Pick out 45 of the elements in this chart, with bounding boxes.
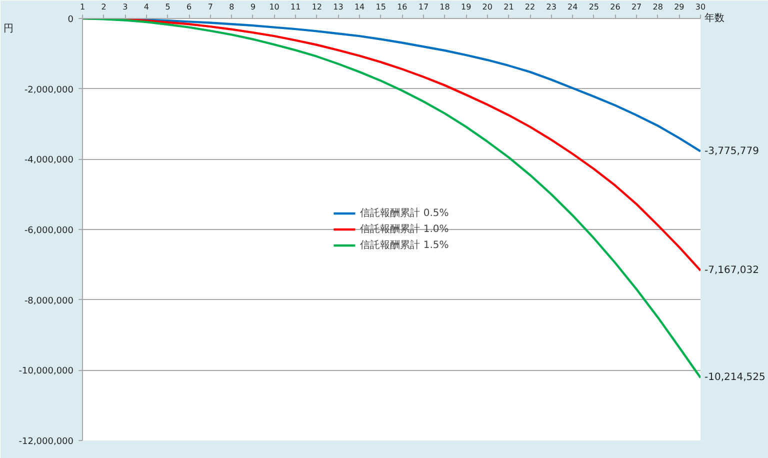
x-tick-label: 27 bbox=[631, 2, 642, 12]
x-tick-label: 16 bbox=[397, 2, 408, 12]
y-axis-title: 円 bbox=[4, 24, 14, 35]
y-tick-label: -10,000,000 bbox=[18, 366, 74, 377]
x-tick-label: 23 bbox=[546, 2, 556, 12]
x-tick-label: 19 bbox=[460, 2, 472, 12]
x-tick-label: 5 bbox=[165, 2, 170, 12]
x-tick-label: 11 bbox=[290, 2, 301, 12]
x-tick-label: 26 bbox=[610, 2, 620, 12]
legend-label: 信託報酬累計 1.0% bbox=[360, 222, 449, 236]
data-label: -10,214,525 bbox=[704, 372, 766, 384]
x-tick-label: 14 bbox=[354, 2, 365, 12]
x-tick-label: 12 bbox=[312, 2, 322, 12]
x-tick-label: 7 bbox=[208, 2, 213, 12]
x-tick-label: 17 bbox=[418, 2, 429, 12]
y-tick-label: -2,000,000 bbox=[24, 85, 74, 96]
data-label: -3,775,779 bbox=[704, 146, 760, 157]
x-tick-label: 18 bbox=[440, 2, 450, 12]
legend-label: 信託報酬累計 0.5% bbox=[360, 206, 449, 220]
data-label: -7,167,032 bbox=[704, 265, 760, 276]
x-tick-label: 29 bbox=[674, 2, 684, 12]
x-tick-label: 4 bbox=[144, 2, 149, 12]
x-tick-label: 21 bbox=[504, 2, 514, 12]
x-tick-label: 3 bbox=[122, 2, 128, 12]
x-tick-label: 24 bbox=[568, 2, 578, 12]
x-tick-label: 13 bbox=[333, 2, 344, 12]
x-tick-label: 15 bbox=[376, 2, 386, 12]
y-tick-label: 0 bbox=[68, 15, 74, 25]
x-tick-label: 28 bbox=[652, 2, 663, 12]
x-tick-label: 20 bbox=[482, 2, 492, 12]
x-tick-label: 30 bbox=[695, 2, 706, 12]
x-tick-label: 10 bbox=[269, 2, 280, 12]
x-tick-label: 9 bbox=[250, 2, 256, 12]
x-tick-label: 6 bbox=[186, 2, 192, 12]
x-tick-label: 25 bbox=[588, 2, 600, 12]
x-tick-label: 22 bbox=[524, 2, 536, 12]
x-tick-label: 8 bbox=[229, 2, 234, 12]
x-axis-title: 年数 bbox=[704, 12, 724, 24]
y-tick-label: -4,000,000 bbox=[24, 156, 74, 166]
legend-label: 信託報酬累計 1.5% bbox=[360, 238, 449, 252]
y-tick-label: -6,000,000 bbox=[24, 226, 74, 236]
x-tick-label: 1 bbox=[80, 2, 86, 12]
y-tick-label: -8,000,000 bbox=[24, 296, 74, 306]
y-tick-label: -12,000,000 bbox=[18, 437, 74, 447]
x-tick-label: 2 bbox=[101, 2, 106, 12]
